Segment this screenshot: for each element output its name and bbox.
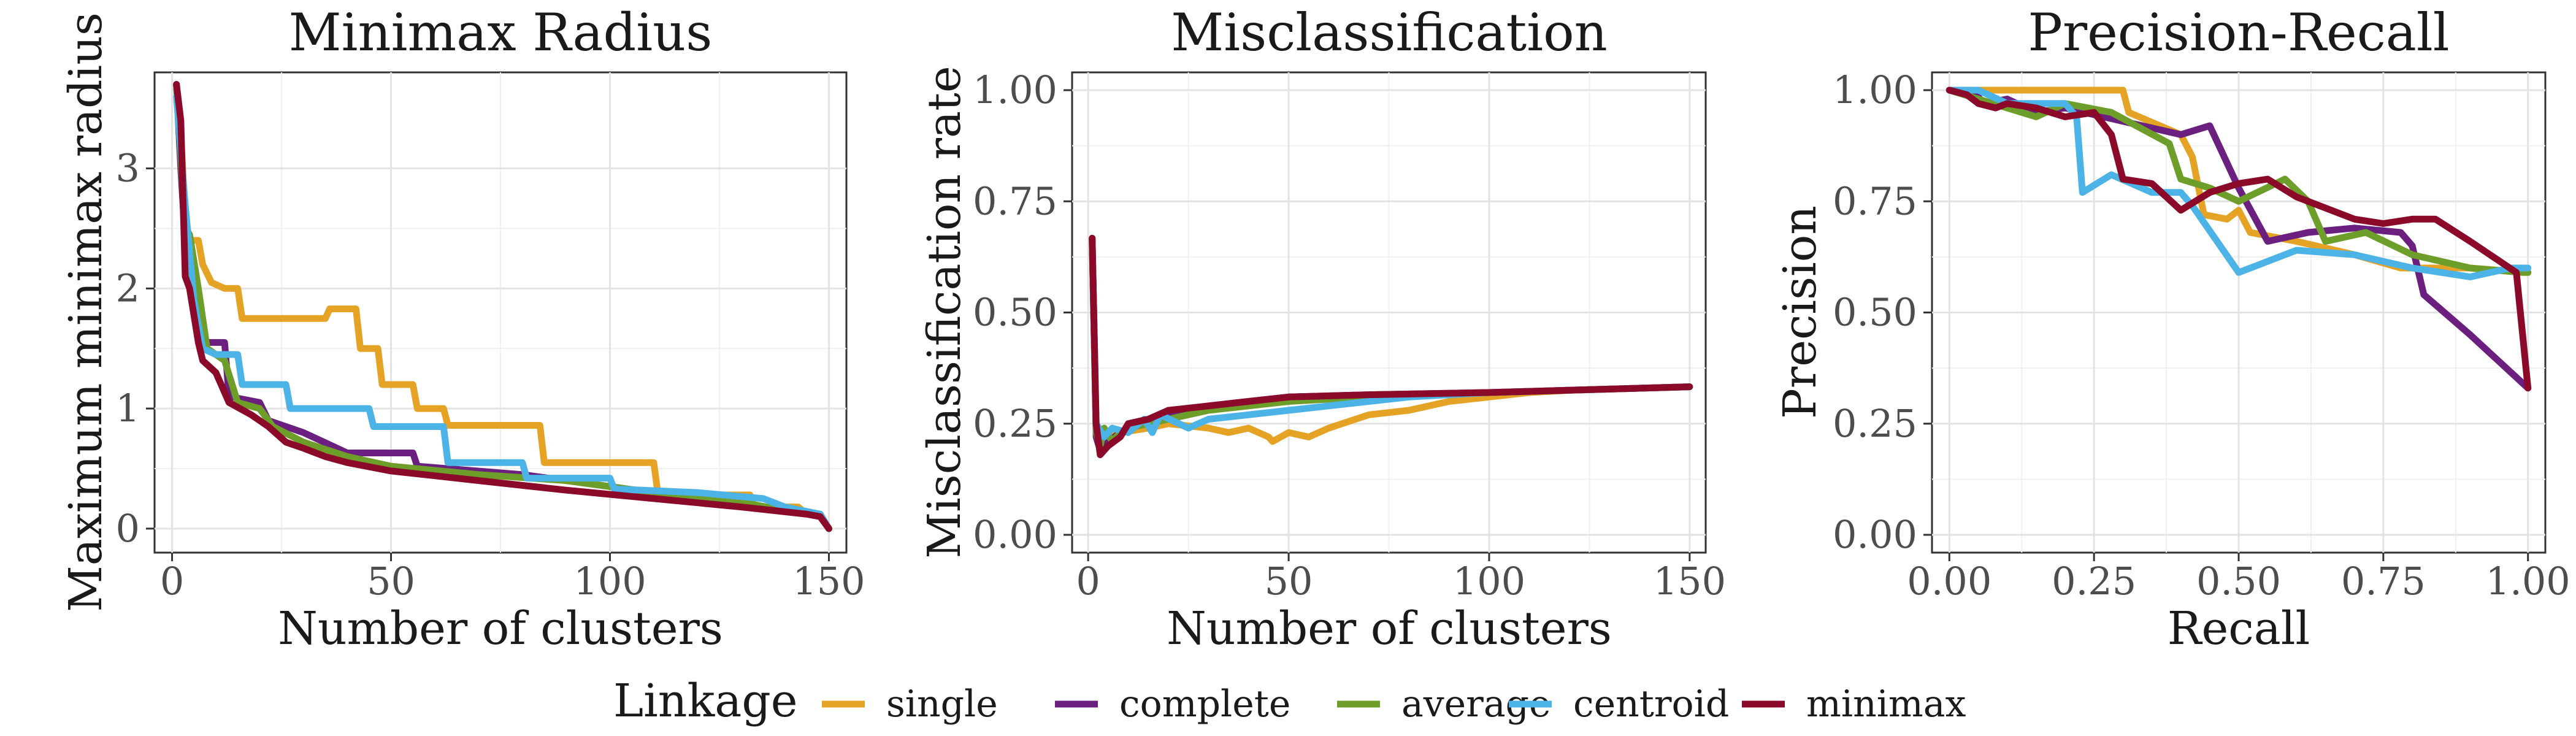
legend-label-minimax: minimax (1806, 683, 1966, 726)
chart-title: Precision-Recall (2028, 2, 2449, 63)
legend-label-centroid: centroid (1573, 683, 1729, 726)
y-axis-label: Misclassification rate (918, 66, 971, 558)
x-tick-labels: 0 50 100 150 (160, 553, 865, 604)
legend: Linkage single complete average centroid min… (613, 675, 1966, 727)
series-lines (1945, 86, 2532, 392)
legend-label-single: single (886, 683, 998, 726)
grid (1072, 72, 1706, 553)
y-axis-label: Precision (1774, 205, 1827, 419)
series-lines (1089, 234, 1693, 458)
panel-misclassification: 0 50 100 150 0.00 0.25 0.50 0.75 1.00 Misclassi… (918, 2, 1726, 655)
x-tick-label: 0.00 (1907, 559, 1991, 604)
x-axis-label: Recall (2168, 602, 2310, 655)
series-line-centroid (1945, 86, 2532, 280)
y-tick-label: 0.25 (1833, 401, 1917, 446)
series-line-minimax (173, 81, 832, 532)
x-tick-label: 0.50 (2196, 559, 2281, 604)
legend-items: single complete average centroid minimax (822, 683, 1966, 726)
x-tick-label: 50 (367, 559, 415, 604)
panel-minimax-radius: 0 50 100 150 0 1 2 3 Minimax Radius Number of … (59, 2, 865, 655)
x-axis-label: Number of clusters (278, 602, 723, 655)
x-tick-label: 0.75 (2341, 559, 2426, 604)
y-tick-label: 1.00 (1833, 67, 1917, 112)
legend-label-complete: complete (1119, 683, 1290, 726)
y-tick-label: 0.75 (1833, 178, 1917, 223)
y-tick-label: 0.50 (973, 290, 1057, 335)
y-axis-label: Maximum minimax radius (59, 12, 112, 612)
y-tick-label: 3 (116, 146, 140, 191)
legend-title: Linkage (613, 675, 798, 727)
y-tick-labels: 0.00 0.25 0.50 0.75 1.00 (973, 67, 1072, 557)
x-tick-label: 1.00 (2486, 559, 2570, 604)
x-tick-label: 0.25 (2052, 559, 2136, 604)
y-tick-label: 0.00 (973, 512, 1057, 557)
series-line-minimax (1945, 86, 2532, 392)
y-tick-labels: 0.00 0.25 0.50 0.75 1.00 (1833, 67, 1932, 557)
series-line-centroid (1089, 234, 1693, 440)
x-tick-label: 150 (1654, 559, 1726, 604)
x-tick-label: 50 (1265, 559, 1313, 604)
y-tick-label: 1.00 (973, 67, 1057, 112)
series-lines (173, 81, 832, 532)
x-tick-labels: 0.00 0.25 0.50 0.75 1.00 (1907, 553, 2570, 604)
x-tick-label: 100 (1453, 559, 1525, 604)
chart-title: Minimax Radius (289, 2, 713, 63)
y-tick-label: 2 (116, 266, 140, 310)
y-tick-label: 0.75 (973, 178, 1057, 223)
x-tick-label: 0 (1076, 559, 1100, 604)
x-tick-labels: 0 50 100 150 (1076, 553, 1726, 604)
y-tick-label: 0.25 (973, 401, 1057, 446)
series-line-minimax (1089, 234, 1693, 458)
x-tick-label: 0 (160, 559, 184, 604)
series-line-average (173, 81, 832, 532)
x-tick-label: 100 (573, 559, 646, 604)
grid (155, 72, 846, 553)
chart-title: Misclassification (1171, 2, 1608, 63)
y-tick-label: 0.50 (1833, 290, 1917, 335)
y-tick-label: 0.00 (1833, 512, 1917, 557)
panel-precision-recall: 0.00 0.25 0.50 0.75 1.00 0.00 0.25 0.50 0.75 1.0… (1774, 2, 2570, 655)
series-line-centroid (173, 93, 832, 532)
x-axis-label: Number of clusters (1167, 602, 1612, 655)
y-tick-labels: 0 1 2 3 (116, 146, 155, 551)
series-line-average (1945, 86, 2532, 276)
x-tick-label: 150 (792, 559, 865, 604)
grid (1932, 72, 2545, 553)
y-tick-label: 0 (116, 506, 140, 551)
y-tick-label: 1 (116, 386, 140, 431)
